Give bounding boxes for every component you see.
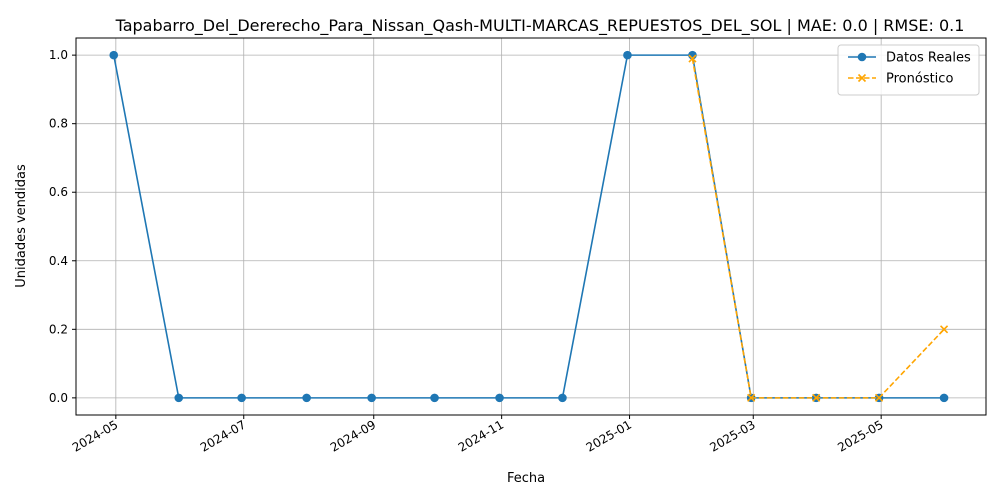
y-tick-label: 0.4 — [49, 254, 68, 268]
y-tick-label: 0.8 — [49, 117, 68, 131]
plot-frame — [75, 37, 987, 416]
legend-label: Pronóstico — [886, 72, 953, 87]
x-tick-label: 2025-05 — [835, 417, 885, 454]
data-point — [812, 393, 821, 402]
data-point — [558, 393, 567, 403]
data-point — [688, 54, 697, 63]
x-tick-label: 2024-09 — [328, 417, 378, 454]
y-tick-label: 0.2 — [49, 322, 68, 336]
y-axis-label: Unidades vendidas — [14, 164, 29, 288]
data-point — [939, 325, 949, 334]
x-tick-label: 2025-03 — [707, 417, 757, 454]
chart-title: Tapabarro_Del_Dererecho_Para_Nissan_Qash… — [115, 16, 965, 36]
y-tick-label: 0.0 — [49, 391, 68, 405]
x-tick-label: 2024-05 — [70, 417, 120, 454]
y-axis-ticks: 0.0 0.2 0.4 0.6 0.8 1.0 — [49, 48, 76, 405]
x-tick-label: 2025-01 — [584, 417, 634, 454]
y-tick-label: 1.0 — [49, 48, 68, 62]
y-tick-label: 0.6 — [49, 185, 68, 199]
data-point — [874, 393, 884, 402]
legend-marker — [857, 73, 867, 83]
data-point — [747, 393, 756, 402]
legend-marker — [857, 52, 867, 62]
data-point — [237, 393, 246, 403]
x-tick-label: 2024-11 — [456, 417, 506, 454]
legend: Datos Reales Pronóstico — [837, 44, 980, 96]
x-axis-ticks: 2024-05 2024-07 2024-09 2024-11 2025-01 2025-… — [70, 415, 886, 455]
series-layer — [109, 50, 949, 403]
data-point — [109, 50, 119, 60]
data-point — [174, 393, 184, 403]
data-point — [430, 393, 439, 403]
legend-label: Datos Reales — [886, 51, 971, 66]
data-point — [367, 393, 376, 403]
data-point — [302, 393, 311, 403]
x-axis-label: Fecha — [507, 471, 545, 486]
data-point — [939, 393, 949, 403]
series-line — [112, 54, 945, 399]
series-forecast — [688, 54, 949, 402]
grid — [76, 38, 986, 415]
data-point — [495, 393, 504, 403]
series-line — [691, 58, 945, 399]
series-actual — [109, 50, 949, 403]
x-tick-label: 2024-07 — [198, 417, 248, 454]
data-point — [623, 50, 632, 60]
